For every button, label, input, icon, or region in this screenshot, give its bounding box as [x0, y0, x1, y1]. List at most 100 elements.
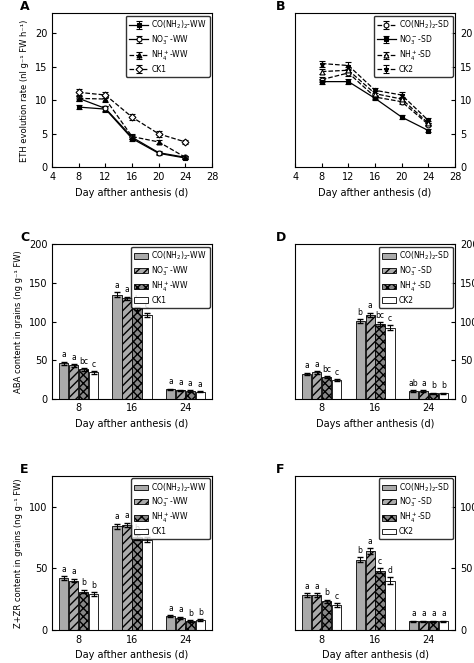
Text: b: b [91, 581, 96, 590]
Text: E: E [20, 463, 28, 475]
Text: F: F [276, 463, 284, 475]
Bar [69, 581, 78, 630]
Text: a: a [178, 605, 183, 614]
Y-axis label: ETH evolution rate (nl g⁻¹ FW h⁻¹): ETH evolution rate (nl g⁻¹ FW h⁻¹) [20, 19, 29, 162]
Bar [429, 393, 438, 398]
Text: C: C [20, 231, 29, 245]
Legend: CO(NH$_2$)$_2$-WW, NO$_3^-$-WW, NH$_4^+$-WW, CK1: CO(NH$_2$)$_2$-WW, NO$_3^-$-WW, NH$_4^+$… [131, 247, 210, 308]
Bar [419, 621, 428, 630]
X-axis label: Day afther anthesis (d): Day afther anthesis (d) [319, 188, 432, 198]
Text: a: a [62, 565, 66, 574]
Bar [409, 391, 418, 398]
Bar [176, 390, 185, 398]
Text: a: a [441, 609, 446, 619]
Bar [112, 294, 122, 398]
Legend: CO(NH$_2$)$_2$-SD, NO$_3^-$-SD, NH$_4^+$-SD, CK2: CO(NH$_2$)$_2$-SD, NO$_3^-$-SD, NH$_4^+$… [379, 247, 453, 308]
Bar [322, 377, 331, 398]
Text: b: b [82, 578, 86, 587]
Bar [166, 617, 175, 630]
X-axis label: Day afther anthesis (d): Day afther anthesis (d) [75, 650, 189, 660]
Text: a: a [368, 536, 373, 546]
Text: a: a [421, 609, 426, 619]
Text: a: a [314, 582, 319, 591]
Text: a: a [198, 380, 203, 389]
Text: c: c [145, 526, 149, 535]
Text: bc: bc [79, 357, 88, 365]
Legend: CO(NH$_2$)$_2$-WW, NO$_3^-$-WW, NH$_4^+$-WW, CK1: CO(NH$_2$)$_2$-WW, NO$_3^-$-WW, NH$_4^+$… [131, 478, 210, 539]
Text: b: b [135, 295, 139, 304]
Text: a: a [188, 379, 193, 388]
X-axis label: Days afther anthesis (d): Days afther anthesis (d) [316, 419, 434, 429]
Bar [312, 595, 321, 630]
Text: b: b [324, 588, 329, 597]
Bar [79, 369, 88, 398]
Text: D: D [276, 231, 286, 245]
Text: A: A [20, 0, 30, 13]
Bar [302, 374, 311, 398]
X-axis label: Day after anthesis (d): Day after anthesis (d) [321, 650, 428, 660]
Bar [132, 308, 142, 398]
Text: b: b [198, 608, 203, 617]
Text: a: a [125, 285, 129, 294]
Bar [365, 315, 375, 398]
Bar [429, 621, 438, 630]
Text: c: c [388, 314, 392, 323]
Text: a: a [304, 582, 309, 591]
Text: a: a [431, 609, 436, 619]
Bar [196, 620, 205, 630]
Bar [122, 525, 132, 630]
Text: c: c [91, 360, 96, 369]
Text: b: b [188, 609, 193, 618]
Bar [79, 591, 88, 630]
Bar [439, 393, 448, 398]
Text: b: b [358, 308, 363, 316]
Bar [356, 321, 365, 398]
Bar [365, 551, 375, 630]
Bar [332, 605, 341, 630]
Text: b: b [135, 524, 139, 532]
Bar [186, 621, 195, 630]
Text: c: c [378, 557, 382, 566]
Text: d: d [388, 566, 392, 575]
Text: c: c [335, 368, 339, 377]
Text: B: B [276, 0, 285, 13]
Bar [302, 595, 311, 630]
Text: bc: bc [375, 311, 384, 320]
Text: a: a [178, 378, 183, 387]
Text: a: a [411, 609, 416, 619]
Text: a: a [115, 512, 119, 522]
Text: a: a [168, 377, 173, 387]
Bar [356, 560, 365, 630]
Bar [176, 617, 185, 630]
Text: a: a [62, 351, 66, 359]
Bar [196, 392, 205, 398]
Bar [59, 363, 68, 398]
Text: a: a [168, 604, 173, 613]
Text: a: a [304, 361, 309, 371]
Bar [89, 373, 99, 398]
Legend: CO(NH$_2$)$_2$-WW, NO$_3^-$-WW, NH$_4^+$-WW, CK1: CO(NH$_2$)$_2$-WW, NO$_3^-$-WW, NH$_4^+$… [126, 15, 210, 77]
Bar [332, 380, 341, 398]
Text: b: b [358, 546, 363, 555]
Bar [112, 526, 122, 630]
Y-axis label: ABA content in grains (ng g⁻¹ FW): ABA content in grains (ng g⁻¹ FW) [14, 250, 23, 393]
Legend: CO(NH$_2$)$_2$-SD, NO$_3^-$-SD, NH$_4^+$-SD, CK2: CO(NH$_2$)$_2$-SD, NO$_3^-$-SD, NH$_4^+$… [374, 15, 453, 77]
Bar [132, 537, 142, 630]
Bar [375, 571, 385, 630]
Bar [312, 373, 321, 398]
Text: bc: bc [322, 365, 331, 373]
Text: a: a [125, 511, 129, 520]
Bar [186, 391, 195, 398]
Bar [439, 621, 448, 630]
Bar [409, 621, 418, 630]
Text: a: a [72, 568, 76, 576]
X-axis label: Day afther anthesis (d): Day afther anthesis (d) [75, 419, 189, 429]
Bar [322, 601, 331, 630]
Bar [143, 315, 152, 398]
Text: a: a [115, 281, 119, 290]
Bar [419, 391, 428, 398]
Legend: CO(NH$_2$)$_2$-SD, NO$_3^-$-SD, NH$_4^+$-SD, CK2: CO(NH$_2$)$_2$-SD, NO$_3^-$-SD, NH$_4^+$… [379, 478, 453, 539]
Bar [89, 594, 99, 630]
Text: b: b [441, 381, 446, 391]
Text: c: c [335, 592, 339, 601]
